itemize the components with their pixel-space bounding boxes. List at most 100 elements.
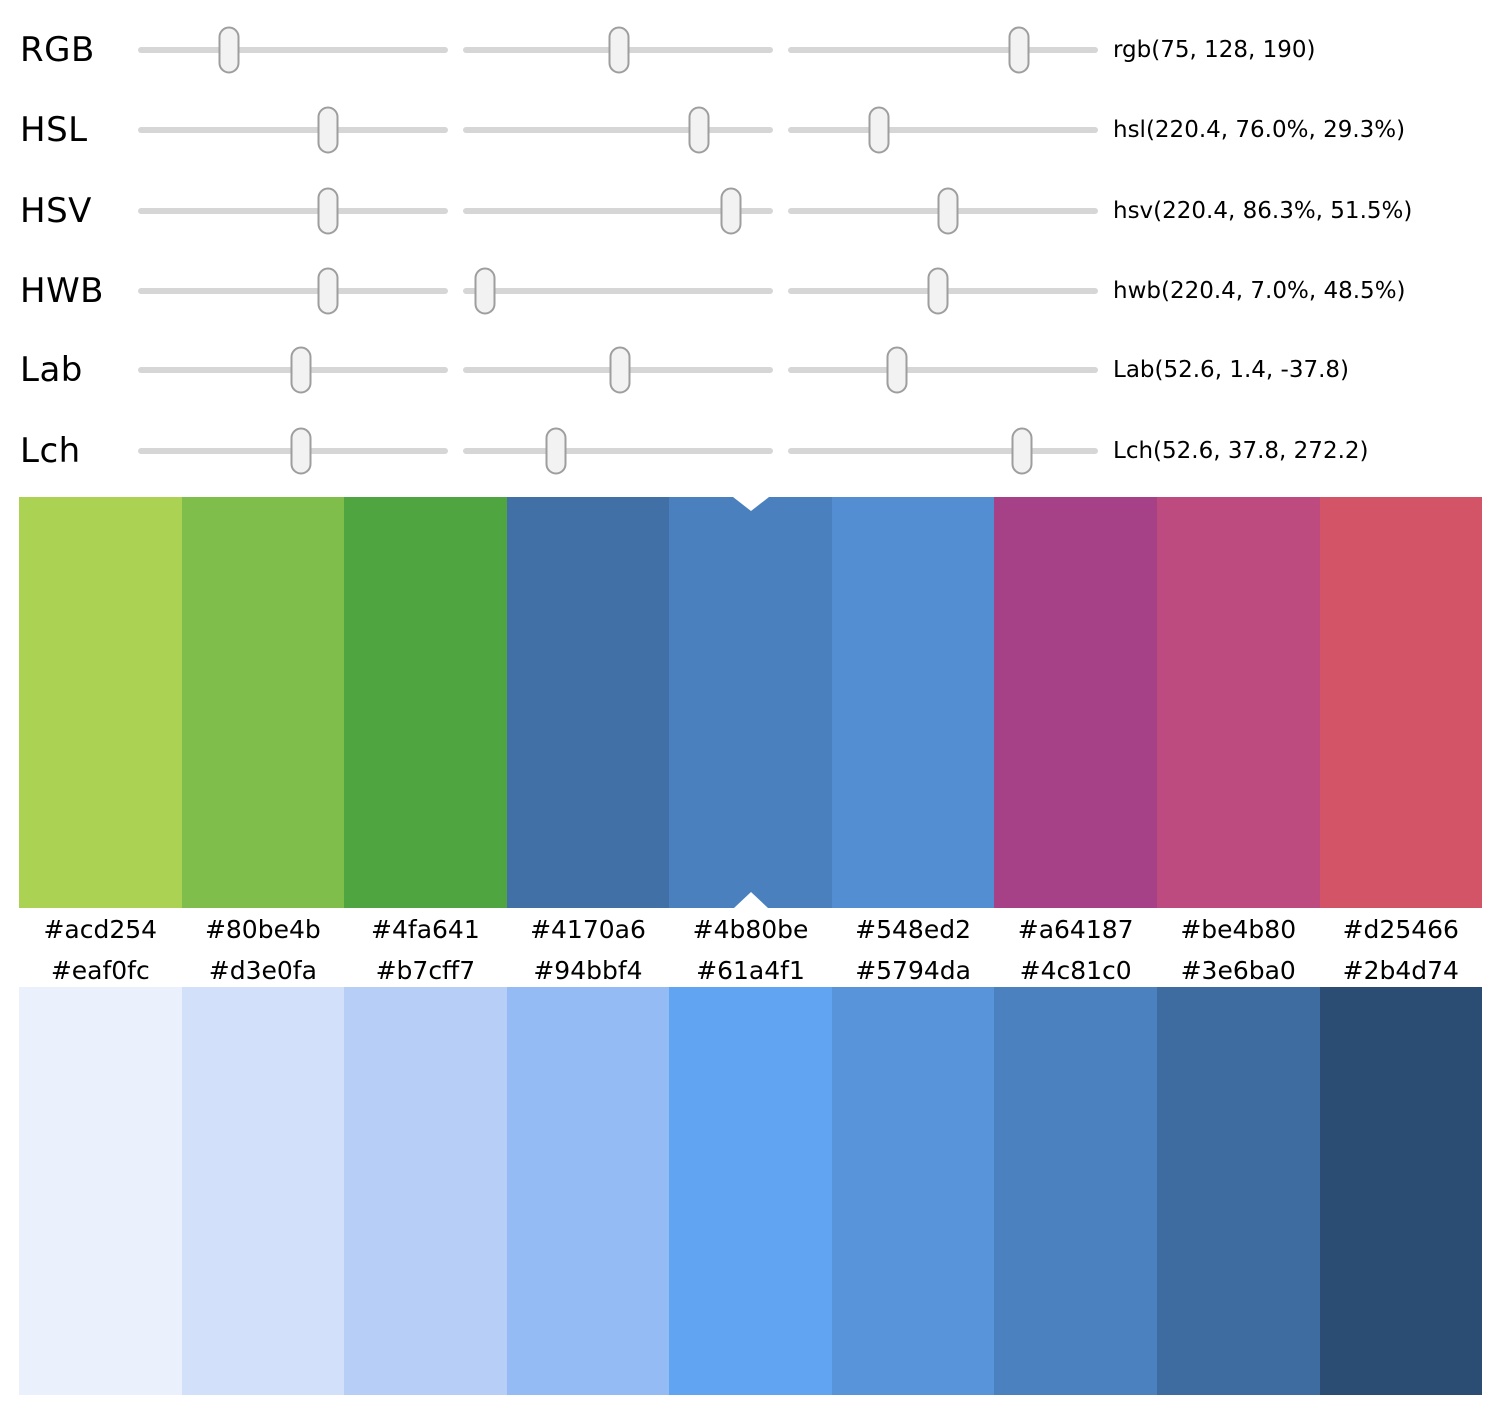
slider-row-label-hwb: HWB (20, 271, 105, 311)
hsl-hue-slider[interactable] (138, 90, 448, 170)
rgb-red-slider[interactable] (138, 10, 448, 90)
palette-top-hex-2: #4fa641 (371, 914, 480, 944)
palette-bottom-hex-8: #2b4d74 (1342, 955, 1459, 985)
hsv-value-text: hsv(220.4, 86.3%, 51.5%) (1113, 198, 1413, 224)
palette-bottom-hex-6: #4c81c0 (1019, 955, 1132, 985)
palette-bottom-labels: #eaf0fc #d3e0fa #b7cff7 #94bbf4 #61a4f1 … (19, 949, 1482, 991)
hsl-value-text: hsl(220.4, 76.0%, 29.3%) (1113, 117, 1406, 143)
palette-top-hex-4: #4b80be (692, 914, 809, 944)
slider-track[interactable] (463, 127, 773, 133)
lch-chroma-slider[interactable] (463, 411, 773, 491)
slider-track[interactable] (788, 367, 1098, 373)
slider-row-label-lab: Lab (20, 350, 83, 390)
lab-a-slider[interactable] (463, 330, 773, 410)
slider-thumb[interactable] (317, 267, 339, 315)
slider-thumb[interactable] (317, 187, 339, 235)
palette-top-swatch-0[interactable] (19, 497, 182, 908)
slider-thumb[interactable] (886, 346, 908, 394)
hsl-saturation-slider[interactable] (463, 90, 773, 170)
palette-bottom-hex-7: #3e6ba0 (1180, 955, 1296, 985)
slider-thumb[interactable] (927, 267, 949, 315)
rgb-value-text: rgb(75, 128, 190) (1113, 37, 1316, 63)
slider-row-lab: Lab Lab(52.6, 1.4, -37.8) (0, 330, 1501, 410)
palette-bottom-swatch-0[interactable] (19, 987, 182, 1395)
palette-bottom-hex-2: #b7cff7 (375, 955, 476, 985)
slider-track[interactable] (138, 208, 448, 214)
slider-track[interactable] (463, 208, 773, 214)
palette-bottom-swatch-6[interactable] (994, 987, 1157, 1395)
palette-top (19, 497, 1483, 908)
slider-track[interactable] (138, 127, 448, 133)
slider-track[interactable] (138, 47, 448, 53)
slider-track[interactable] (463, 448, 773, 454)
slider-thumb[interactable] (218, 26, 240, 74)
palette-top-hex-0: #acd254 (43, 914, 158, 944)
hsv-saturation-slider[interactable] (463, 171, 773, 251)
palette-top-labels: #acd254 #80be4b #4fa641 #4170a6 #4b80be … (19, 906, 1482, 952)
palette-top-swatch-8[interactable] (1319, 497, 1483, 908)
palette-bottom-swatch-8[interactable] (1319, 987, 1483, 1395)
palette-bottom-swatch-2[interactable] (344, 987, 507, 1395)
slider-thumb[interactable] (290, 427, 312, 475)
slider-row-label-hsv: HSV (20, 191, 92, 231)
palette-top-swatch-4-selected[interactable] (669, 497, 832, 908)
lab-value-text: Lab(52.6, 1.4, -37.8) (1113, 357, 1349, 383)
palette-top-hex-1: #80be4b (204, 914, 321, 944)
slider-track[interactable] (138, 288, 448, 294)
palette-bottom-swatch-3[interactable] (506, 987, 670, 1395)
slider-thumb[interactable] (290, 346, 312, 394)
palette-bottom-swatch-1[interactable] (181, 987, 345, 1395)
slider-thumb[interactable] (937, 187, 959, 235)
palette-bottom-swatch-5[interactable] (831, 987, 995, 1395)
slider-thumb[interactable] (608, 26, 630, 74)
palette-top-swatch-2[interactable] (344, 497, 507, 908)
palette-bottom (19, 987, 1483, 1395)
palette-bottom-swatch-4[interactable] (669, 987, 832, 1395)
slider-row-rgb: RGB rgb(75, 128, 190) (0, 10, 1501, 90)
slider-thumb[interactable] (609, 346, 631, 394)
palette-bottom-hex-5: #5794da (855, 955, 971, 985)
slider-track[interactable] (463, 288, 773, 294)
lch-hue-slider[interactable] (788, 411, 1098, 491)
hsv-hue-slider[interactable] (138, 171, 448, 251)
slider-track[interactable] (788, 47, 1098, 53)
slider-row-hsv: HSV hsv(220.4, 86.3%, 51.5%) (0, 171, 1501, 251)
hsl-lightness-slider[interactable] (788, 90, 1098, 170)
slider-thumb[interactable] (317, 106, 339, 154)
palette-top-hex-8: #d25466 (1342, 914, 1459, 944)
slider-track[interactable] (788, 448, 1098, 454)
slider-track[interactable] (788, 127, 1098, 133)
palette-bottom-hex-1: #d3e0fa (208, 955, 317, 985)
palette-top-swatch-6[interactable] (994, 497, 1157, 908)
palette-bottom-hex-0: #eaf0fc (50, 955, 150, 985)
palette-top-swatch-7[interactable] (1156, 497, 1320, 908)
lab-l-slider[interactable] (138, 330, 448, 410)
hsv-value-slider[interactable] (788, 171, 1098, 251)
slider-row-label-lch: Lch (20, 431, 81, 471)
slider-thumb[interactable] (474, 267, 496, 315)
rgb-green-slider[interactable] (463, 10, 773, 90)
slider-thumb[interactable] (1011, 427, 1033, 475)
slider-row-hwb: HWB hwb(220.4, 7.0%, 48.5%) (0, 251, 1501, 331)
palette-top-swatch-3[interactable] (506, 497, 670, 908)
slider-thumb[interactable] (545, 427, 567, 475)
slider-thumb[interactable] (868, 106, 890, 154)
slider-thumb[interactable] (688, 106, 710, 154)
slider-thumb[interactable] (1008, 26, 1030, 74)
lab-b-slider[interactable] (788, 330, 1098, 410)
slider-row-label-hsl: HSL (20, 110, 88, 150)
lch-l-slider[interactable] (138, 411, 448, 491)
palette-top-hex-6: #a64187 (1017, 914, 1134, 944)
palette-top-swatch-1[interactable] (181, 497, 345, 908)
slider-row-lch: Lch Lch(52.6, 37.8, 272.2) (0, 411, 1501, 491)
slider-row-label-rgb: RGB (20, 30, 95, 70)
palette-top-hex-3: #4170a6 (530, 914, 646, 944)
hwb-hue-slider[interactable] (138, 251, 448, 331)
hwb-blackness-slider[interactable] (788, 251, 1098, 331)
palette-bottom-swatch-7[interactable] (1156, 987, 1320, 1395)
rgb-blue-slider[interactable] (788, 10, 1098, 90)
slider-thumb[interactable] (720, 187, 742, 235)
palette-top-hex-5: #548ed2 (855, 914, 971, 944)
hwb-whiteness-slider[interactable] (463, 251, 773, 331)
palette-top-swatch-5[interactable] (831, 497, 995, 908)
